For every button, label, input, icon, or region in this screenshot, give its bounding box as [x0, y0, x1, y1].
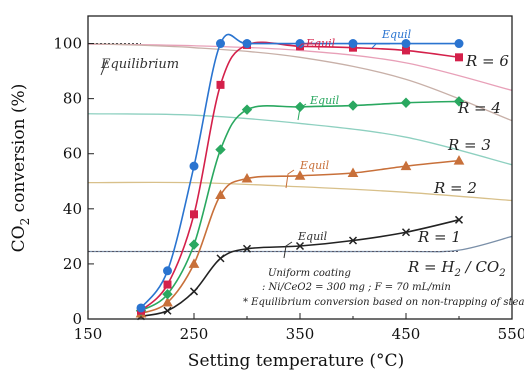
equilibrium-curve-1: [87, 43, 513, 92]
data-point-r2-3: [188, 258, 200, 268]
equilibrium-curve-2: [87, 42, 513, 122]
data-point-r2-7: [347, 167, 359, 178]
data-point-r5-2: [163, 266, 172, 276]
r-label-2: R = 2: [433, 179, 477, 197]
data-point-r1-6: [295, 241, 305, 251]
x-tick-label: 250: [180, 325, 209, 343]
data-point-r1-7: [348, 236, 358, 245]
data-point-r5-9: [454, 39, 464, 49]
y-tick-label: 40: [63, 200, 82, 218]
equil-label-r2: Equil: [299, 159, 330, 172]
y-tick-label: 80: [63, 90, 82, 108]
equilibrium-curves: [87, 42, 513, 253]
data-point-r5-7: [348, 39, 358, 49]
equilibrium-label: Equilibrium: [100, 57, 179, 72]
r-label-4: R = 4: [457, 99, 501, 117]
data-point-r5-1: [136, 303, 146, 313]
r-label-1: R = 1: [417, 228, 461, 246]
data-point-r2-2: [162, 296, 173, 307]
r-label-6: R = 6: [465, 52, 509, 70]
note-equilibrium: * Equilibrium conversion based on non-tr…: [243, 297, 524, 308]
data-point-r1-2: [163, 306, 172, 315]
data-point-r5-3: [189, 161, 199, 171]
data-point-r1-9: [454, 215, 464, 224]
data-point-r2-5: [241, 172, 253, 183]
y-tick-label: 20: [63, 255, 82, 273]
y-axis-title: CO2 conversion (%): [9, 84, 32, 253]
data-point-r3-7: [347, 100, 359, 111]
data-series: [135, 33, 465, 321]
data-point-r3-2: [162, 289, 173, 300]
note-catalyst: : Ni/CeO2 = 300 mg ; F = 70 mL/min: [262, 282, 451, 293]
data-point-r4-2: [163, 280, 172, 289]
data-point-r2-9: [453, 155, 465, 165]
data-point-r3-5: [241, 104, 253, 115]
equil-markers: Equil Equil Equil Equil Equil: [283, 28, 412, 259]
data-point-r5-4: [216, 39, 225, 49]
data-point-r1-4: [216, 254, 225, 263]
y-tick-label: 100: [53, 35, 82, 53]
data-point-r5-5: [242, 39, 252, 49]
series-line-4: [140, 41, 460, 312]
equil-label-r4: Equil: [305, 37, 336, 50]
equilibrium-curve-3: [87, 113, 513, 166]
equilibrium-curve-4: [87, 181, 513, 202]
x-tick-label: 550: [498, 325, 524, 343]
data-point-r4-4: [216, 80, 225, 89]
data-point-r4-3: [190, 210, 198, 219]
data-point-r3-4: [215, 144, 226, 155]
x-axis-title: Setting temperature (°C): [188, 351, 404, 371]
r-definition-label: R = H2 / CO2: [407, 258, 506, 279]
note-coating: Uniform coating: [268, 268, 351, 279]
data-point-r1-5: [242, 244, 252, 253]
data-point-r3-9: [453, 96, 465, 107]
data-point-r2-4: [215, 189, 226, 200]
y-tick-label: 0: [72, 310, 82, 328]
data-point-r3-3: [188, 239, 200, 250]
equil-label-r3: Equil: [309, 94, 340, 107]
x-tick-label: 450: [392, 325, 421, 343]
equil-label-r6: Equil: [381, 28, 412, 41]
x-tick-label: 150: [74, 325, 103, 343]
data-point-r4-9: [455, 53, 463, 62]
x-tick-label: 350: [286, 325, 315, 343]
data-point-r3-8: [400, 97, 412, 108]
data-point-r1-8: [401, 228, 411, 237]
data-point-r1-3: [189, 287, 199, 296]
data-point-r2-8: [400, 160, 412, 171]
series-line-3: [140, 100, 460, 312]
axis-ticks: 150 250 350 450 550 0 20 40 60 80 100: [53, 35, 524, 343]
r-label-3: R = 3: [447, 136, 491, 154]
data-point-r5-8: [401, 39, 411, 49]
data-point-r2-6: [294, 170, 306, 180]
y-tick-label: 60: [63, 145, 82, 163]
equilibrium-pointer: [100, 59, 108, 76]
equil-label-r1: Equil: [297, 230, 328, 243]
